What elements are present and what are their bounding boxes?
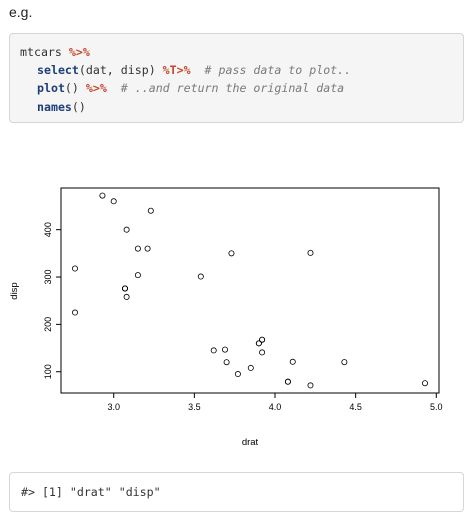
plot-svg: 3.0 3.5 4.0 4.5 5.0 100 200 300 400 drat disp [0, 178, 475, 450]
y-tick-label: 300 [43, 270, 53, 285]
code-block: mtcars %>% select(dat, disp) %T>% # pass… [9, 33, 464, 123]
code-text: mtcars [20, 45, 69, 59]
data-point [100, 193, 105, 198]
data-point [222, 347, 227, 352]
x-tick-label: 5.0 [430, 402, 443, 412]
y-tick-label: 400 [43, 222, 53, 237]
code-args: () [72, 100, 86, 114]
code-line-1: mtcars %>% [20, 43, 453, 61]
code-line-4: names() [20, 98, 453, 116]
pipe-operator: %>% [69, 45, 90, 59]
data-point [124, 294, 129, 299]
y-tick-label: 200 [43, 317, 53, 332]
y-axis: 100 200 300 400 [43, 222, 61, 379]
x-tick-label: 3.0 [107, 402, 120, 412]
data-point [111, 199, 116, 204]
data-point [259, 350, 264, 355]
tee-operator: %T>% [163, 63, 191, 77]
data-points [72, 193, 427, 388]
data-point [145, 246, 150, 251]
code-comment: # pass data to plot.. [205, 63, 352, 77]
data-point [290, 359, 295, 364]
code-args: (dat, disp) [79, 63, 163, 77]
data-point [285, 379, 290, 384]
data-point [229, 251, 234, 256]
code-line-3: plot() %>% # ..and return the original d… [20, 79, 453, 97]
data-point [259, 337, 264, 342]
data-point [422, 381, 427, 386]
data-point [135, 246, 140, 251]
y-tick-label: 100 [43, 364, 53, 379]
intro-text: e.g. [9, 4, 32, 20]
data-point [124, 227, 129, 232]
y-axis-label: disp [9, 282, 20, 299]
data-point [235, 371, 240, 376]
x-tick-label: 4.5 [349, 402, 362, 412]
data-point [148, 208, 153, 213]
data-point [72, 310, 77, 315]
x-axis: 3.0 3.5 4.0 4.5 5.0 [107, 393, 442, 412]
function-name: names [37, 100, 72, 114]
data-point [135, 273, 140, 278]
data-point [122, 286, 127, 291]
data-point [211, 348, 216, 353]
x-axis-label: drat [242, 437, 259, 448]
pipe-operator: %>% [86, 81, 107, 95]
x-tick-label: 4.0 [269, 402, 282, 412]
data-point [224, 360, 229, 365]
code-line-2: select(dat, disp) %T>% # pass data to pl… [20, 61, 453, 79]
data-point [308, 383, 313, 388]
output-block: #> [1] "drat" "disp" [9, 472, 464, 512]
scatter-plot: 3.0 3.5 4.0 4.5 5.0 100 200 300 400 drat disp [0, 178, 475, 450]
data-point [308, 250, 313, 255]
x-tick-label: 3.5 [188, 402, 201, 412]
data-point [248, 365, 253, 370]
data-point [198, 274, 203, 279]
code-args: () [65, 81, 86, 95]
plot-frame [61, 188, 439, 393]
code-comment: # ..and return the original data [121, 81, 344, 95]
function-name: select [37, 63, 79, 77]
data-point [342, 360, 347, 365]
function-name: plot [37, 81, 65, 95]
data-point [72, 266, 77, 271]
